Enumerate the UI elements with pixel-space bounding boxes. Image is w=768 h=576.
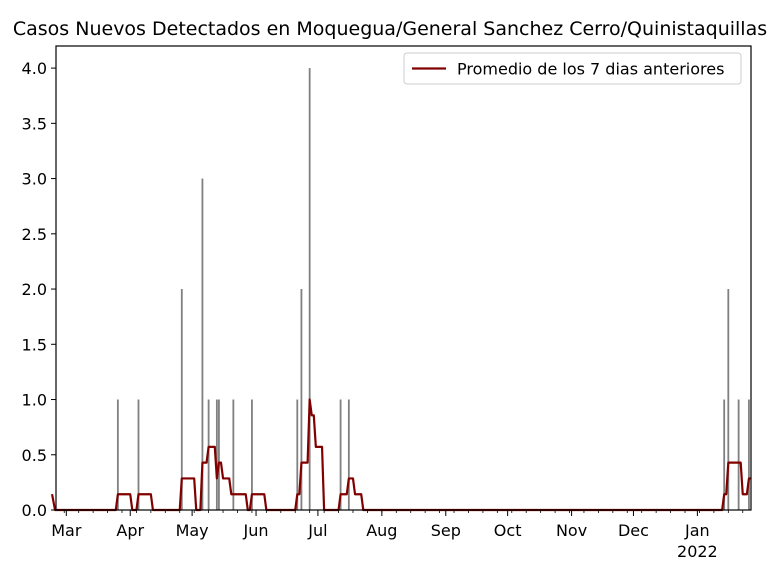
daily-case-bar-3 xyxy=(180,289,183,510)
legend-box xyxy=(403,52,742,85)
x-tick-label-2: May xyxy=(176,521,209,540)
daily-case-bar-12 xyxy=(308,68,311,510)
daily-case-bar-13 xyxy=(339,399,342,510)
plot-frame xyxy=(55,45,752,511)
daily-case-bar-9 xyxy=(251,399,253,510)
x-tick-label-10: Jan xyxy=(684,521,710,540)
y-tick-label-0: 0.0 xyxy=(22,501,47,520)
daily-case-bar-8 xyxy=(232,399,235,510)
daily-case-bar-18 xyxy=(748,399,750,510)
legend-label-moving-average: Promedio de los 7 dias anteriores xyxy=(457,60,724,79)
daily-case-bar-15 xyxy=(723,399,726,510)
daily-case-bar-2 xyxy=(137,399,140,510)
x-axis: Mar Apr May Jun Jul Aug Sep Oct Nov Dec Jan 2022 xyxy=(51,510,744,561)
daily-case-bar-11 xyxy=(300,289,303,510)
x-tick-label-8: Nov xyxy=(556,521,587,540)
y-tick-label-4: 2.0 xyxy=(22,280,47,299)
daily-case-bar-14 xyxy=(347,399,350,510)
legend: Promedio de los 7 dias anteriores xyxy=(403,52,742,85)
x-tick-sublabel-10: 2022 xyxy=(677,542,718,561)
daily-case-bar-10 xyxy=(296,399,299,510)
x-tick-label-3: Jun xyxy=(243,521,269,540)
y-tick-label-8: 4.0 xyxy=(22,59,47,78)
y-tick-label-1: 0.5 xyxy=(22,446,47,465)
x-tick-label-4: Jul xyxy=(307,521,327,540)
daily-case-bar-6 xyxy=(215,399,218,510)
x-tick-label-6: Sep xyxy=(431,521,461,540)
y-tick-label-7: 3.5 xyxy=(22,114,47,133)
moving-average-line xyxy=(50,398,751,512)
x-tick-label-9: Dec xyxy=(618,521,649,540)
daily-case-bar-4 xyxy=(201,178,204,510)
daily-case-bar-1 xyxy=(116,399,119,510)
x-tick-label-1: Apr xyxy=(116,521,144,540)
daily-case-bar-7 xyxy=(218,399,220,510)
daily-case-bar-16 xyxy=(727,289,730,510)
y-tick-label-3: 1.5 xyxy=(22,335,47,354)
x-tick-label-5: Aug xyxy=(366,521,397,540)
daily-case-bar-17 xyxy=(737,399,740,510)
y-axis: 0.0 0.5 1.0 1.5 2.0 2.5 3.0 3.5 4.0 xyxy=(22,59,56,520)
x-tick-label-7: Oct xyxy=(494,521,522,540)
moving-average-line-group xyxy=(50,398,751,512)
y-tick-label-2: 1.0 xyxy=(22,391,47,410)
y-tick-label-5: 2.5 xyxy=(22,225,47,244)
x-tick-label-0: Mar xyxy=(51,521,82,540)
chart-title: Casos Nuevos Detectados en Moquegua/Gene… xyxy=(13,18,767,40)
daily-cases-bars xyxy=(116,68,750,510)
y-tick-label-6: 3.0 xyxy=(22,170,47,189)
